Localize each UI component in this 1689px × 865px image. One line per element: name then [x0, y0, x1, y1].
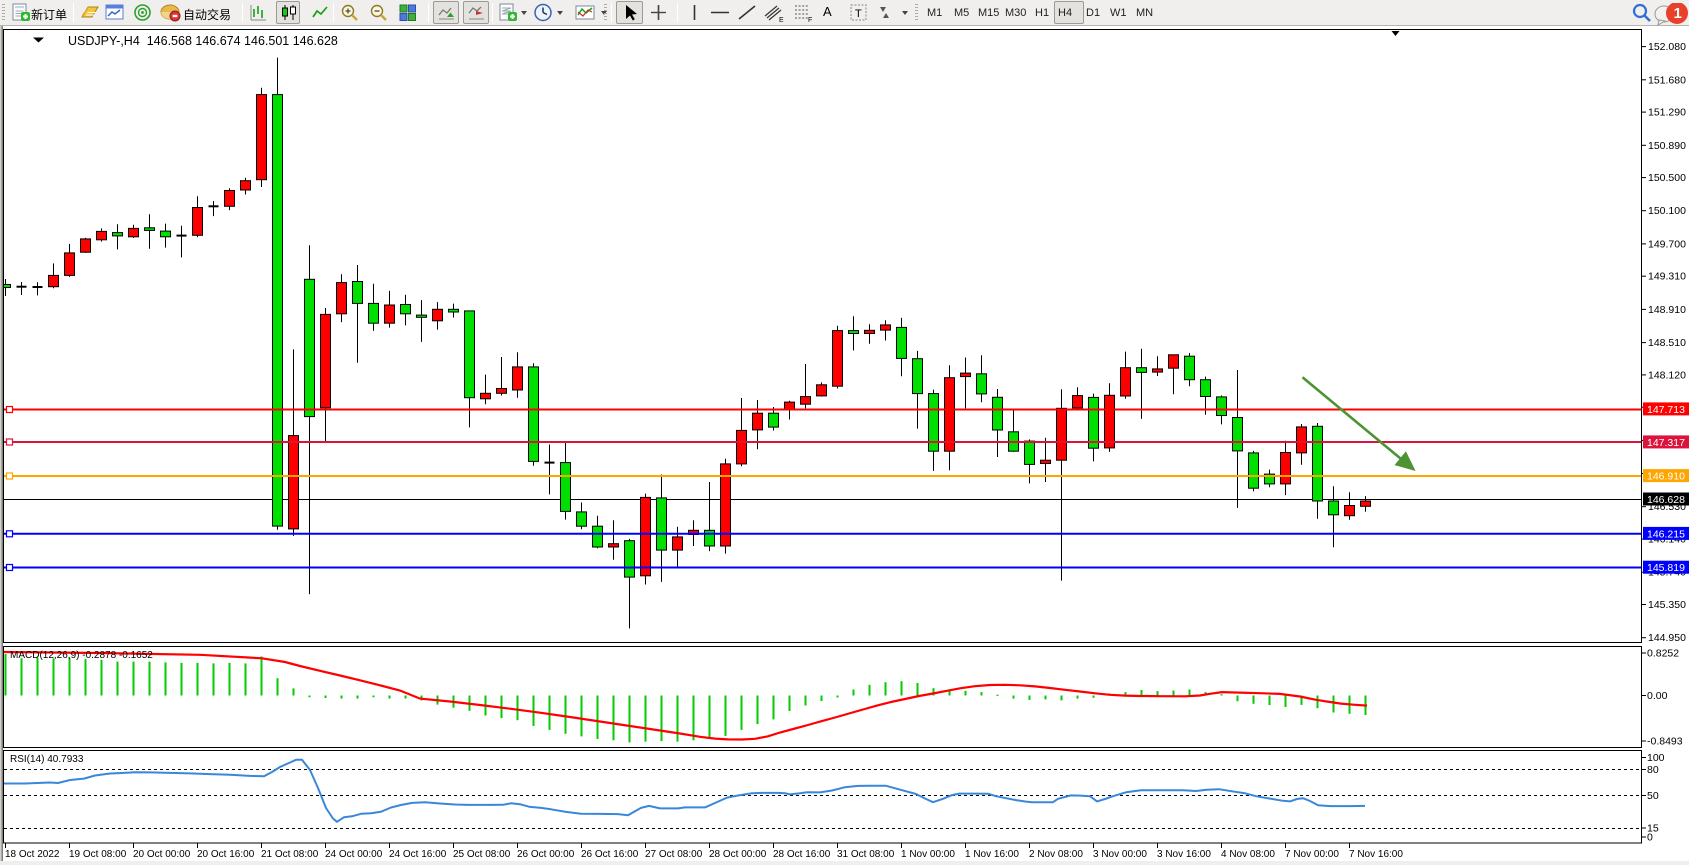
svg-text:1 Nov 16:00: 1 Nov 16:00 [965, 849, 1019, 860]
svg-text:3 Nov 16:00: 3 Nov 16:00 [1157, 849, 1211, 860]
svg-text:149.700: 149.700 [1648, 238, 1686, 250]
svg-text:147.317: 147.317 [1647, 437, 1685, 449]
svg-text:25 Oct 08:00: 25 Oct 08:00 [453, 849, 511, 860]
svg-text:146.628: 146.628 [1647, 494, 1685, 506]
svg-text:0.00: 0.00 [1647, 690, 1668, 702]
svg-text:150.500: 150.500 [1648, 172, 1686, 184]
svg-text:151.680: 151.680 [1648, 74, 1686, 86]
svg-text:148.120: 148.120 [1648, 369, 1686, 381]
svg-text:18 Oct 2022: 18 Oct 2022 [5, 849, 60, 860]
svg-text:24 Oct 00:00: 24 Oct 00:00 [325, 849, 383, 860]
svg-text:146.910: 146.910 [1647, 471, 1685, 483]
svg-text:0.8252: 0.8252 [1647, 648, 1679, 660]
svg-text:USDJPY-,H4 146.568 146.674 14: USDJPY-,H4 146.568 146.674 146.501 146.6… [68, 34, 338, 48]
svg-text:MACD(12,26,9) -0.2878 -0.1652: MACD(12,26,9) -0.2878 -0.1652 [10, 650, 153, 661]
svg-text:2 Nov 08:00: 2 Nov 08:00 [1029, 849, 1083, 860]
svg-text:100: 100 [1647, 752, 1665, 764]
svg-text:7 Nov 00:00: 7 Nov 00:00 [1285, 849, 1339, 860]
svg-text:RSI(14) 40.7933: RSI(14) 40.7933 [10, 754, 84, 765]
svg-text:146.215: 146.215 [1647, 528, 1685, 540]
svg-text:T: T [855, 8, 862, 20]
svg-text:-0.8493: -0.8493 [1647, 736, 1683, 748]
svg-text:145.350: 145.350 [1648, 599, 1686, 611]
svg-text:31 Oct 08:00: 31 Oct 08:00 [837, 849, 895, 860]
svg-text:1: 1 [1674, 5, 1682, 22]
svg-text:27 Oct 08:00: 27 Oct 08:00 [645, 849, 703, 860]
svg-text:152.080: 152.080 [1648, 41, 1686, 53]
svg-text:0: 0 [1647, 832, 1653, 844]
svg-text:145.819: 145.819 [1647, 562, 1685, 574]
svg-text:147.713: 147.713 [1647, 404, 1685, 416]
svg-text:28 Oct 00:00: 28 Oct 00:00 [709, 849, 767, 860]
svg-text:148.910: 148.910 [1648, 304, 1686, 316]
svg-text:151.290: 151.290 [1648, 107, 1686, 119]
svg-text:15: 15 [1647, 823, 1659, 835]
svg-text:26 Oct 00:00: 26 Oct 00:00 [517, 849, 575, 860]
svg-text:7 Nov 16:00: 7 Nov 16:00 [1349, 849, 1403, 860]
svg-text:3 Nov 00:00: 3 Nov 00:00 [1093, 849, 1147, 860]
svg-text:149.310: 149.310 [1648, 271, 1686, 283]
svg-text:1 Nov 00:00: 1 Nov 00:00 [901, 849, 955, 860]
svg-text:150.890: 150.890 [1648, 140, 1686, 152]
svg-text:80: 80 [1647, 764, 1659, 776]
svg-text:26 Oct 16:00: 26 Oct 16:00 [581, 849, 639, 860]
svg-text:E: E [779, 17, 784, 23]
svg-text:21 Oct 08:00: 21 Oct 08:00 [261, 849, 319, 860]
svg-text:19 Oct 08:00: 19 Oct 08:00 [69, 849, 127, 860]
svg-text:24 Oct 16:00: 24 Oct 16:00 [389, 849, 447, 860]
svg-text:28 Oct 16:00: 28 Oct 16:00 [773, 849, 831, 860]
svg-text:20 Oct 16:00: 20 Oct 16:00 [197, 849, 255, 860]
svg-text:150.100: 150.100 [1648, 205, 1686, 217]
svg-text:148.510: 148.510 [1648, 337, 1686, 349]
svg-text:F: F [808, 17, 812, 23]
svg-text:50: 50 [1647, 790, 1659, 802]
svg-text:4 Nov 08:00: 4 Nov 08:00 [1221, 849, 1275, 860]
svg-text:144.950: 144.950 [1648, 632, 1686, 644]
svg-text:20 Oct 00:00: 20 Oct 00:00 [133, 849, 191, 860]
